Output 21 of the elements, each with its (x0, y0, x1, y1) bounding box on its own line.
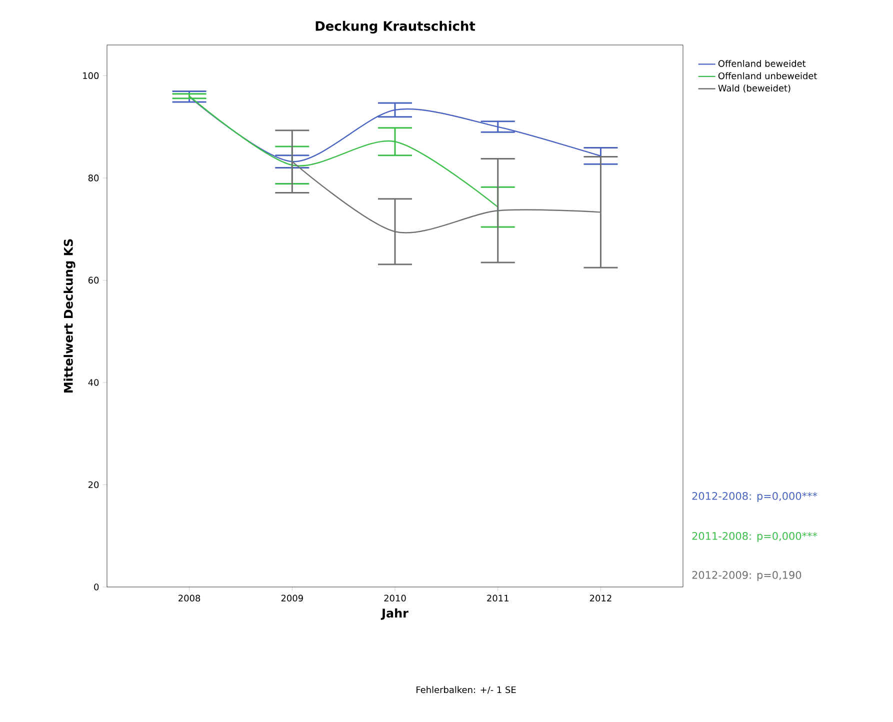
x-tick-label: 2011 (487, 594, 508, 602)
text: 2012-2009: p=0,190 (692, 571, 802, 581)
y-tick-label: 20 (88, 481, 99, 488)
y-tick-label: 40 (88, 379, 99, 386)
legend-label: Offenland unbeweidet (718, 72, 817, 80)
legend-label: Wald (beweidet) (718, 84, 790, 93)
y-tick-label: 0 (94, 584, 99, 590)
text: 2011-2008: p=0,000*** (692, 532, 818, 542)
text: Fehlerbalken: +/- 1 SE (416, 686, 516, 694)
y-tick-label: 100 (83, 72, 99, 80)
chart-title: Deckung Krautschicht (316, 20, 476, 34)
legend-label: Offenland beweidet (718, 60, 806, 67)
y-axis-title: Mittelwert Deckung KS (64, 239, 76, 393)
x-tick-label: 2012 (590, 594, 612, 602)
x-tick-label: 2010 (384, 594, 406, 602)
x-tick-label: 2009 (281, 594, 303, 602)
x-axis-title: Jahr (380, 608, 408, 620)
y-tick-label: 80 (88, 174, 99, 182)
text: 2012-2008: p=0,000*** (692, 492, 818, 502)
x-tick-label: 2008 (178, 594, 200, 602)
y-tick-label: 60 (88, 276, 99, 284)
